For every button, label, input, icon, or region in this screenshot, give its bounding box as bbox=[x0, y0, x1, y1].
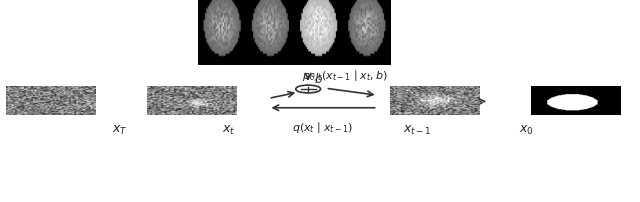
Text: $x_T$: $x_T$ bbox=[112, 124, 127, 137]
Text: $b$: $b$ bbox=[314, 72, 323, 86]
Text: $x_{t-1}$: $x_{t-1}$ bbox=[403, 124, 431, 137]
Text: $x_0$: $x_0$ bbox=[519, 124, 534, 137]
Text: $q(x_t \mid x_{t-1})$: $q(x_t \mid x_{t-1})$ bbox=[292, 119, 354, 134]
Text: $x_t$: $x_t$ bbox=[222, 124, 236, 137]
Text: $p_{\vartheta,t}(x_{t-1} \mid x_t, b)$: $p_{\vartheta,t}(x_{t-1} \mid x_t, b)$ bbox=[302, 69, 388, 85]
